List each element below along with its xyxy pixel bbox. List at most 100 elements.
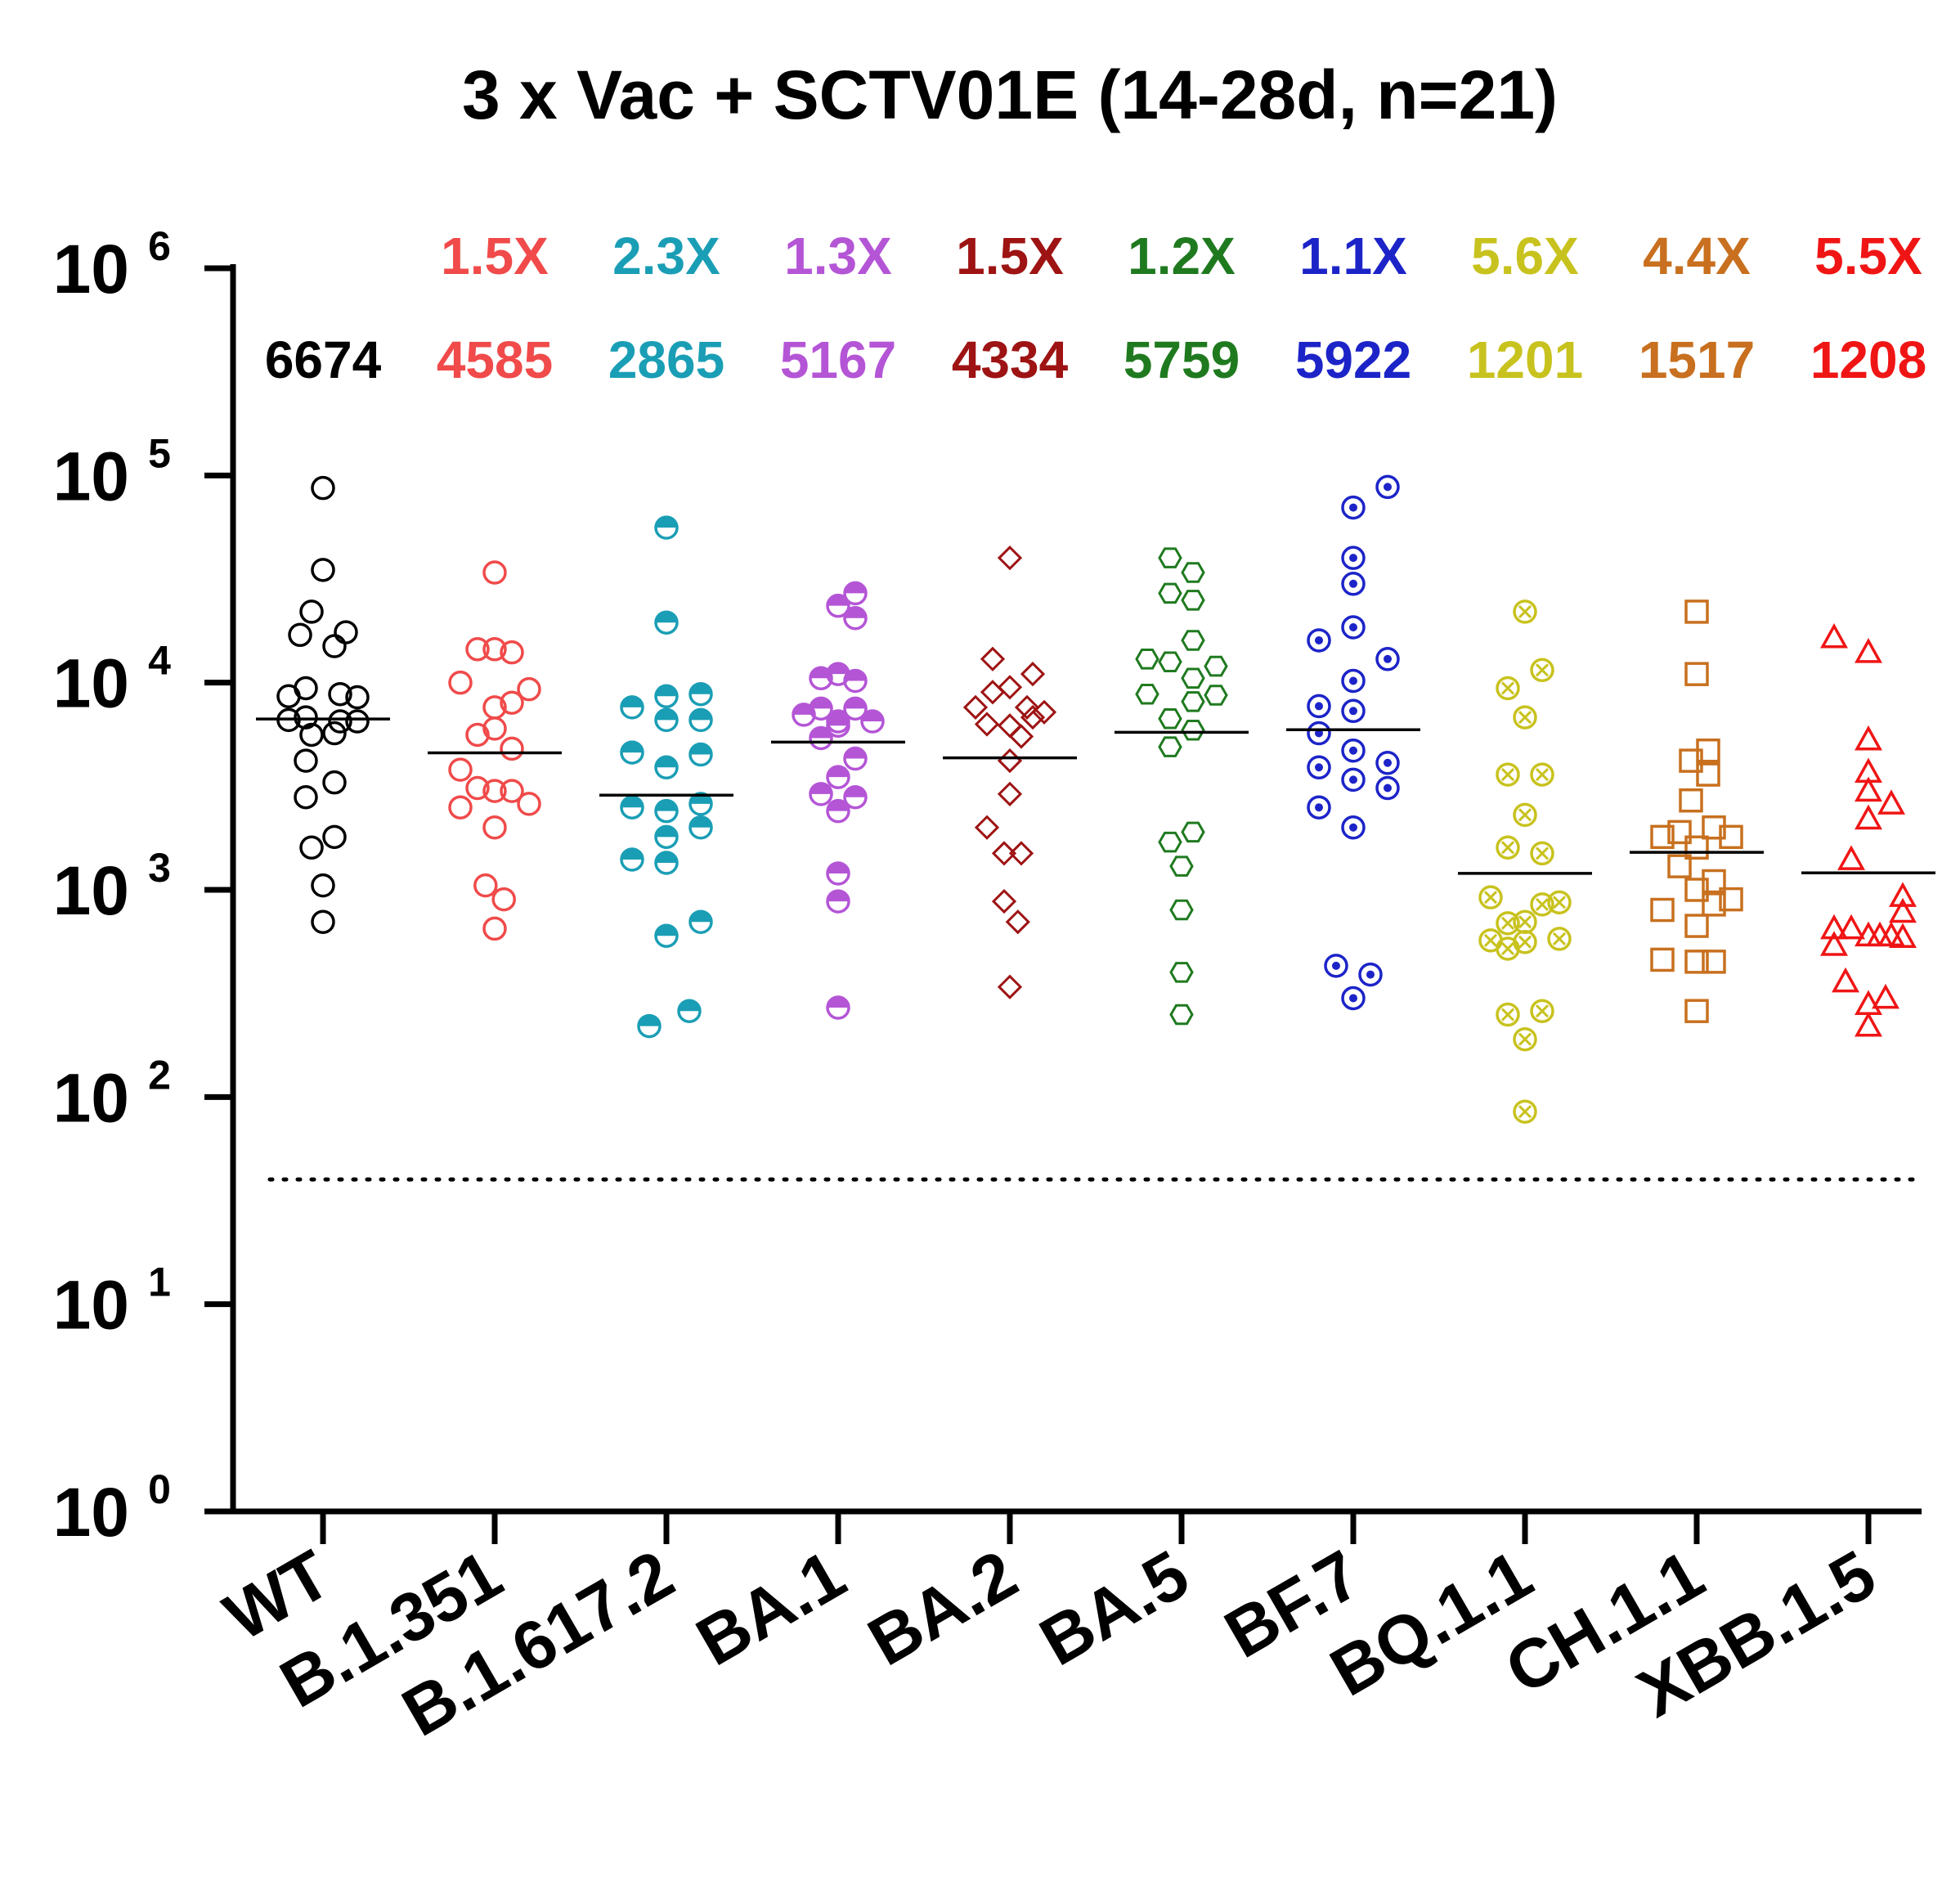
open-circle-point bbox=[491, 887, 516, 912]
marker-outline bbox=[1307, 795, 1331, 820]
marker-outline bbox=[1530, 762, 1554, 787]
half-filled-circle-point bbox=[654, 755, 679, 780]
crossed-circle-point bbox=[1530, 892, 1554, 917]
marker-outline bbox=[654, 851, 679, 875]
marker-outline bbox=[1496, 835, 1520, 860]
marker-outline bbox=[1530, 841, 1554, 866]
marker-cross bbox=[1518, 604, 1532, 618]
marker-outline bbox=[1341, 495, 1366, 520]
marker-outline bbox=[1496, 1002, 1520, 1027]
marker-cross bbox=[1500, 941, 1515, 956]
open-square-point bbox=[1679, 788, 1703, 813]
marker-outline bbox=[1513, 1026, 1537, 1052]
geomean-label: 1208 bbox=[1810, 330, 1926, 389]
marker-outline bbox=[843, 696, 868, 721]
open-triangle-point bbox=[1889, 882, 1917, 907]
marker-outline bbox=[1341, 986, 1366, 1011]
open-circle-point bbox=[328, 709, 352, 734]
open-diamond-point bbox=[997, 781, 1023, 806]
open-square-point bbox=[1684, 662, 1709, 686]
open-circle-point bbox=[294, 748, 318, 773]
marker-outline bbox=[688, 815, 713, 840]
marker-dot bbox=[1315, 635, 1323, 644]
marker-outline bbox=[688, 707, 713, 733]
marker-dot bbox=[1384, 758, 1392, 767]
marker-outline bbox=[1496, 936, 1520, 961]
marker-outline bbox=[1530, 892, 1554, 917]
fold-change-label: 2.3X bbox=[612, 227, 720, 285]
open-triangle-point bbox=[1837, 914, 1865, 940]
open-hexagon-point bbox=[1169, 1004, 1194, 1026]
open-diamond-point bbox=[1008, 724, 1034, 749]
crossed-circle-point bbox=[1513, 1099, 1537, 1124]
marker-outline bbox=[826, 798, 850, 824]
open-hexagon-point bbox=[1158, 708, 1182, 730]
marker-outline bbox=[688, 909, 713, 934]
marker-outline bbox=[620, 740, 644, 765]
open-circle-point bbox=[299, 599, 324, 624]
marker-cross bbox=[1518, 1105, 1532, 1119]
half-filled-circle-point bbox=[843, 605, 868, 631]
marker-cross bbox=[1500, 1008, 1515, 1022]
geomean-label: 4334 bbox=[952, 330, 1069, 389]
x-tick-label: BA.1 bbox=[684, 1535, 858, 1680]
open-hexagon-point bbox=[1181, 667, 1205, 689]
half-filled-circle-point bbox=[809, 725, 833, 751]
open-diamond-point bbox=[1005, 909, 1030, 935]
open-hexagon-point bbox=[1158, 582, 1182, 604]
x-tick-label: BA.5 bbox=[1027, 1535, 1201, 1680]
y-tick-label: 10 bbox=[53, 1059, 129, 1136]
dotted-circle-point bbox=[1341, 767, 1366, 793]
half-filled-circle-point bbox=[654, 515, 679, 540]
open-circle-point bbox=[328, 681, 352, 707]
series-ba-1: BA.1 1.3X 5167 bbox=[684, 227, 905, 1680]
open-circle-point bbox=[465, 637, 490, 662]
marker-outline bbox=[809, 725, 833, 751]
half-filled-circle-point bbox=[620, 847, 644, 872]
open-circle-point bbox=[517, 792, 541, 816]
marker-cross bbox=[1552, 896, 1567, 909]
fold-change-label: 5.6X bbox=[1471, 227, 1579, 285]
marker-outline bbox=[1513, 705, 1537, 730]
open-circle-point bbox=[465, 722, 490, 748]
marker-outline bbox=[826, 593, 850, 618]
y-tick-exponent: 3 bbox=[148, 845, 171, 891]
open-circle-point bbox=[299, 835, 324, 860]
half-filled-circle-point bbox=[688, 742, 713, 767]
half-filled-circle-point bbox=[826, 713, 850, 739]
crossed-circle-point bbox=[1513, 599, 1537, 624]
marker-outline bbox=[637, 1013, 662, 1039]
marker-dot bbox=[1366, 970, 1375, 979]
marker-outline bbox=[1530, 658, 1554, 683]
y-tick-exponent: 6 bbox=[148, 223, 171, 269]
y-tick-exponent: 5 bbox=[148, 430, 171, 476]
half-filled-circle-point bbox=[654, 824, 679, 850]
half-filled-circle-point bbox=[654, 851, 679, 875]
dotted-circle-point bbox=[1341, 572, 1366, 596]
open-circle-point bbox=[322, 634, 347, 658]
fold-change-label: 1.5X bbox=[441, 227, 549, 285]
crossed-circle-point bbox=[1547, 890, 1572, 915]
marker-outline bbox=[688, 792, 713, 816]
half-filled-circle-point bbox=[809, 782, 833, 806]
open-square-point bbox=[1650, 824, 1675, 850]
marker-outline bbox=[860, 709, 885, 734]
marker-outline bbox=[1358, 962, 1383, 987]
half-filled-circle-point bbox=[677, 999, 702, 1023]
open-circle-point bbox=[448, 795, 473, 820]
half-filled-circle-point bbox=[843, 668, 868, 694]
marker-cross bbox=[1535, 846, 1550, 860]
open-square-point bbox=[1684, 878, 1709, 902]
dotted-circle-point bbox=[1341, 668, 1366, 694]
open-square-point bbox=[1684, 914, 1709, 938]
open-hexagon-point bbox=[1158, 736, 1182, 757]
marker-dot bbox=[1384, 483, 1392, 492]
fold-change-label: 1.2X bbox=[1128, 227, 1236, 285]
crossed-circle-point bbox=[1513, 705, 1537, 730]
open-hexagon-point bbox=[1181, 562, 1205, 583]
y-tick-label: 10 bbox=[53, 645, 129, 722]
dotted-circle-point bbox=[1375, 474, 1400, 500]
